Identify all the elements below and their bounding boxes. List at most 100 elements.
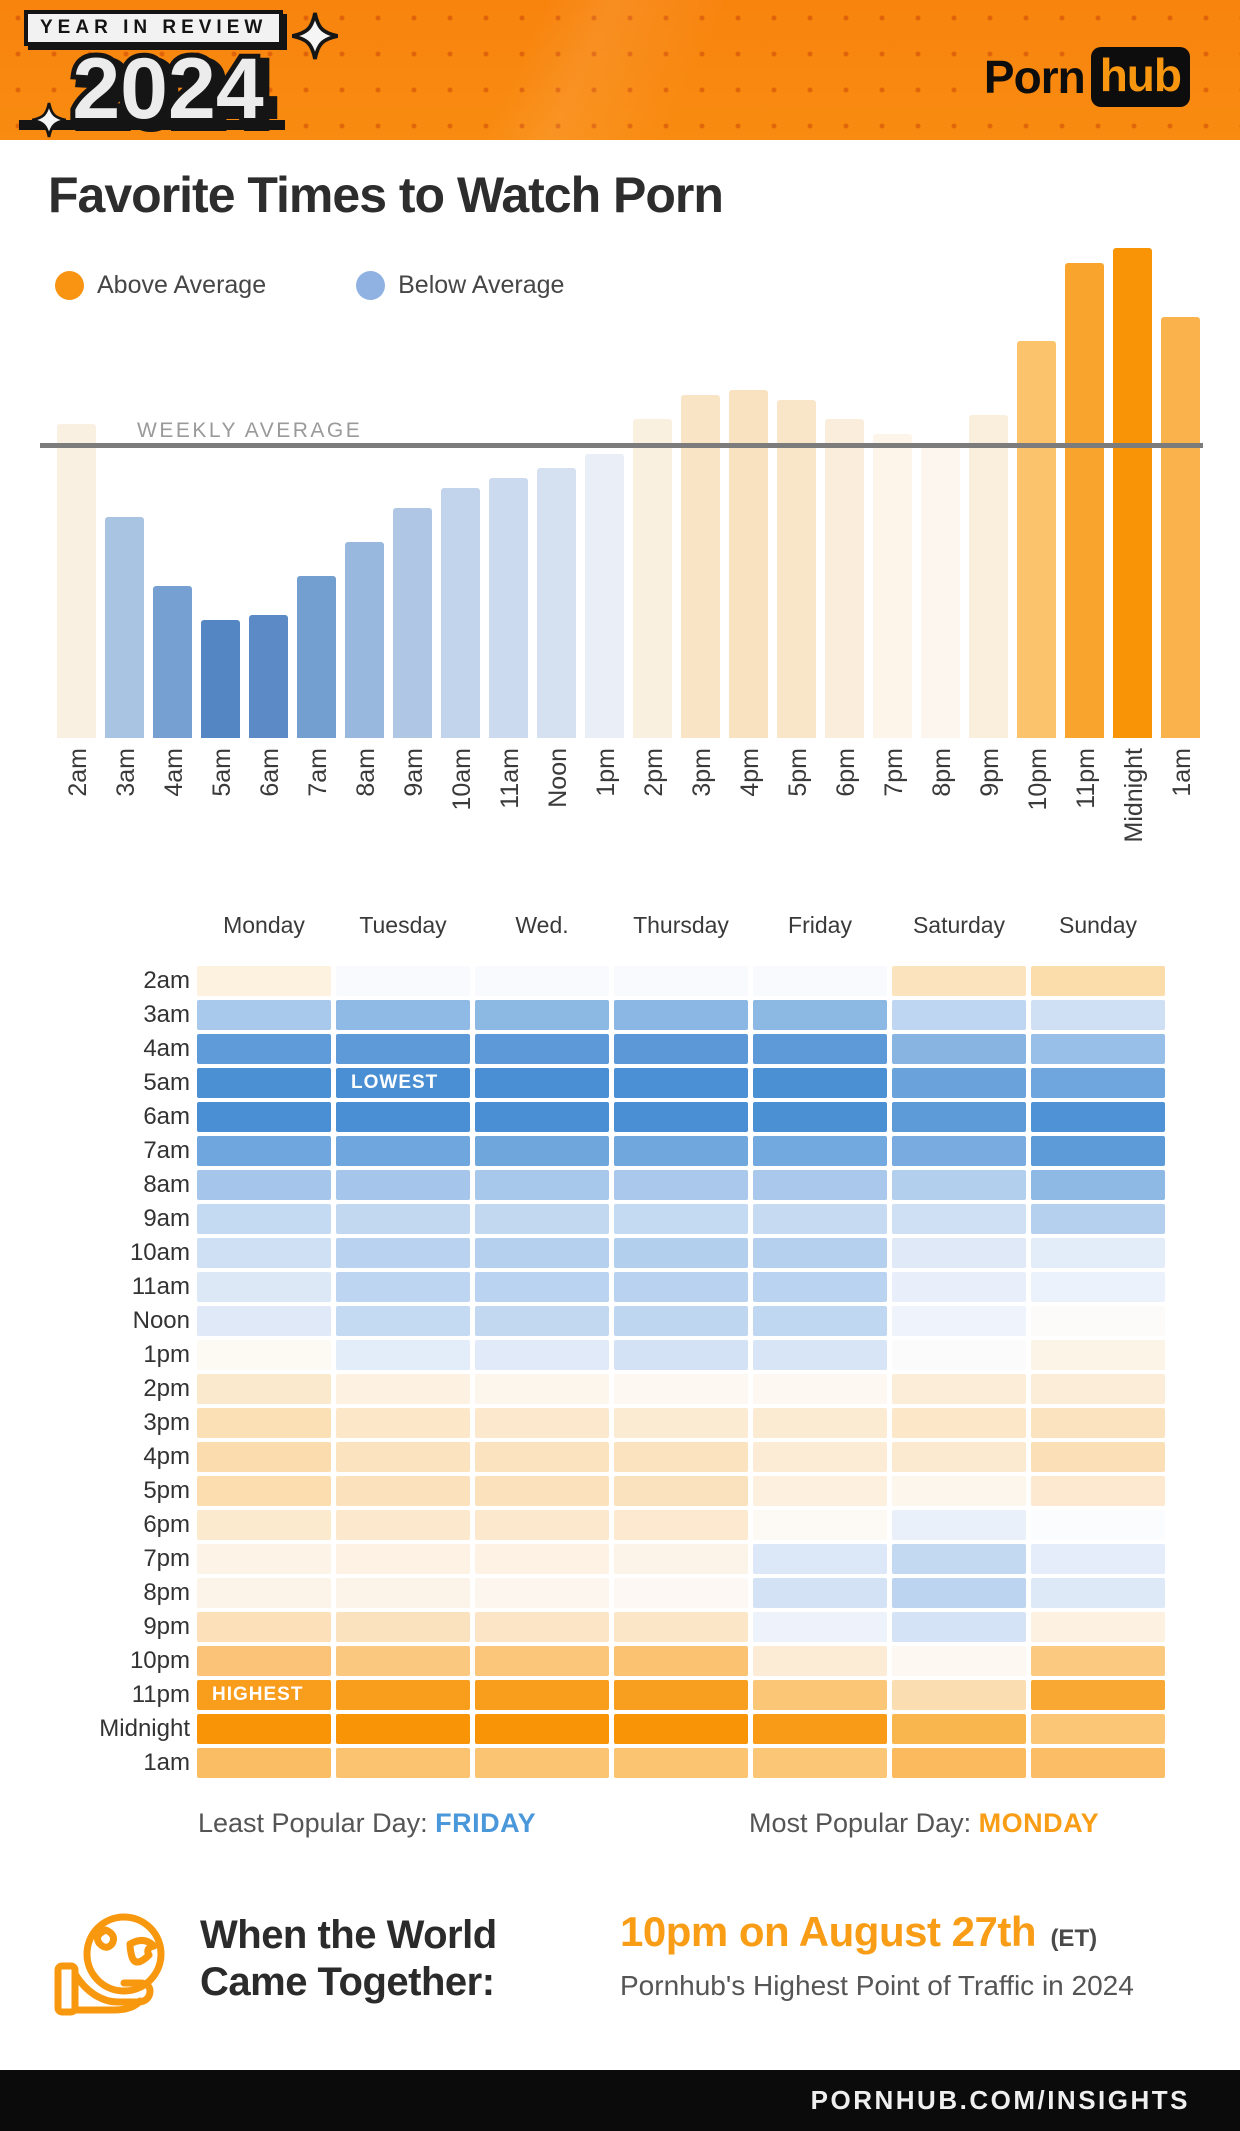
heatmap-cell-saturday-5am	[892, 1068, 1026, 1098]
bar-10pm	[1017, 341, 1056, 738]
heatmap-cell-monday-1am	[197, 1748, 331, 1778]
axis-label-10am: 10am	[448, 748, 476, 811]
bar-2pm	[633, 419, 672, 738]
axis-label-11pm: 11pm	[1072, 748, 1100, 809]
peak-time-subtitle: Pornhub's Highest Point of Traffic in 20…	[620, 1970, 1134, 2001]
world-heading-line2: Came Together:	[200, 1960, 495, 2004]
heatmap-cell-sunday-4am	[1031, 1034, 1165, 1064]
heatmap-cell-friday-3am	[753, 1000, 887, 1030]
row-label-4am: 4am	[143, 1035, 190, 1062]
row-label-1pm: 1pm	[143, 1341, 190, 1368]
heatmap-row-11am: 11am	[63, 1272, 1165, 1302]
heatmap-row-3am: 3am	[63, 1000, 1165, 1030]
heatmap-cell-friday-4pm	[753, 1442, 887, 1472]
axis-label-1am: 1am	[1168, 748, 1196, 797]
heatmap-cell-friday-3pm	[753, 1408, 887, 1438]
heatmap-cell-monday-10am	[197, 1238, 331, 1268]
row-label-midnight: Midnight	[99, 1715, 190, 1742]
day-header-sunday: Sunday	[1058, 912, 1137, 938]
heatmap-row-8pm: 8pm	[63, 1578, 1165, 1608]
bar-9am	[393, 508, 432, 738]
heatmap-cell-sunday-3am	[1031, 1000, 1165, 1030]
axis-label-Midnight: Midnight	[1120, 748, 1148, 843]
row-label-2pm: 2pm	[143, 1375, 190, 1402]
heatmap-cell-tuesday-9pm	[336, 1612, 470, 1642]
sparkle-icon	[292, 12, 338, 60]
heatmap-cell-saturday-9pm	[892, 1612, 1026, 1642]
heatmap-cell-wed-midnight	[475, 1714, 609, 1744]
heatmap-row-2pm: 2pm	[63, 1374, 1165, 1404]
bar-2am	[57, 424, 96, 738]
heatmap-cell-friday-10am	[753, 1238, 887, 1268]
heatmap-cell-monday-4am	[197, 1034, 331, 1064]
heatmap-cell-thursday-10am	[614, 1238, 748, 1268]
heatmap-cell-thursday-11am	[614, 1272, 748, 1302]
heatmap-cell-saturday-3pm	[892, 1408, 1026, 1438]
heatmap-cell-monday-11pm: HIGHEST	[197, 1680, 331, 1710]
below-average-dot-icon	[356, 271, 386, 300]
pornhub-logo-porn: Porn	[983, 51, 1086, 103]
heatmap-row-7am: 7am	[63, 1136, 1165, 1166]
axis-label-Noon: Noon	[544, 748, 572, 808]
axis-label-2pm: 2pm	[640, 748, 668, 797]
heatmap-cell-friday-5pm	[753, 1476, 887, 1506]
axis-label-9pm: 9pm	[976, 748, 1004, 797]
heatmap-cell-friday-midnight	[753, 1714, 887, 1744]
heatmap-row-2am: 2am	[63, 966, 1165, 996]
heatmap-cell-wed-6pm	[475, 1510, 609, 1540]
axis-label-1pm: 1pm	[592, 748, 620, 797]
heatmap-cell-tuesday-5pm	[336, 1476, 470, 1506]
heatmap-cell-saturday-1am	[892, 1748, 1026, 1778]
heatmap-cell-wed-4pm	[475, 1442, 609, 1472]
year-in-review-label: YEAR IN REVIEW	[24, 10, 284, 46]
axis-label-3pm: 3pm	[688, 748, 716, 797]
heatmap-cell-saturday-2am	[892, 966, 1026, 996]
row-label-8pm: 8pm	[143, 1579, 190, 1606]
heatmap-row-3pm: 3pm	[63, 1408, 1165, 1438]
least-popular-day: Least Popular Day: FRIDAY	[198, 1808, 537, 1838]
heatmap-row-7pm: 7pm	[63, 1544, 1165, 1574]
bar-11am	[489, 478, 528, 738]
bar-9pm	[969, 415, 1008, 738]
heatmap-cell-tuesday-4pm	[336, 1442, 470, 1472]
heatmap-cell-tuesday-7am	[336, 1136, 470, 1166]
heatmap-cell-wed-10am	[475, 1238, 609, 1268]
heatmap-cell-sunday-1am	[1031, 1748, 1165, 1778]
heatmap-cell-friday-noon	[753, 1306, 887, 1336]
heatmap-cell-tuesday-4am	[336, 1034, 470, 1064]
bar-6pm	[825, 419, 864, 738]
heatmap-cell-saturday-6pm	[892, 1510, 1026, 1540]
row-label-1am: 1am	[143, 1749, 190, 1776]
heatmap-row-4am: 4am	[63, 1034, 1165, 1064]
heatmap-cell-wed-2am	[475, 966, 609, 996]
row-label-11am: 11am	[131, 1273, 190, 1300]
heatmap-cell-thursday-6am	[614, 1102, 748, 1132]
row-label-8am: 8am	[143, 1171, 190, 1198]
row-label-7pm: 7pm	[143, 1545, 190, 1572]
heatmap-cell-wed-9pm	[475, 1612, 609, 1642]
row-label-noon: Noon	[132, 1307, 190, 1334]
heatmap-cell-monday-5pm	[197, 1476, 331, 1506]
row-label-6am: 6am	[143, 1103, 190, 1130]
pornhub-logo-hub: hub	[1099, 49, 1182, 101]
day-hour-heatmap: 2am 3am 4am 5am LOWEST 6am 7am 8am 9am 10am 11am No…	[63, 966, 1165, 1782]
heatmap-cell-thursday-11pm	[614, 1680, 748, 1710]
peak-time-timezone: (ET)	[1050, 1925, 1098, 1952]
heatmap-cell-friday-1am	[753, 1748, 887, 1778]
heatmap-cell-friday-8pm	[753, 1578, 887, 1608]
axis-label-4am: 4am	[160, 748, 188, 797]
heatmap-cell-monday-3am	[197, 1000, 331, 1030]
row-label-9am: 9am	[143, 1205, 190, 1232]
axis-label-7am: 7am	[304, 748, 332, 797]
row-label-2am: 2am	[143, 967, 190, 994]
heatmap-cell-friday-11am	[753, 1272, 887, 1302]
heatmap-cell-wed-1pm	[475, 1340, 609, 1370]
heatmap-cell-tuesday-8pm	[336, 1578, 470, 1608]
heatmap-cell-tuesday-5am: LOWEST	[336, 1068, 470, 1098]
axis-label-7pm: 7pm	[880, 748, 908, 797]
bar-5am	[201, 620, 240, 738]
highest-flag: HIGHEST	[212, 1684, 304, 1705]
heatmap-cell-sunday-1pm	[1031, 1340, 1165, 1370]
globe-in-hand-icon	[54, 1913, 165, 2016]
bar-1am	[1161, 317, 1200, 738]
